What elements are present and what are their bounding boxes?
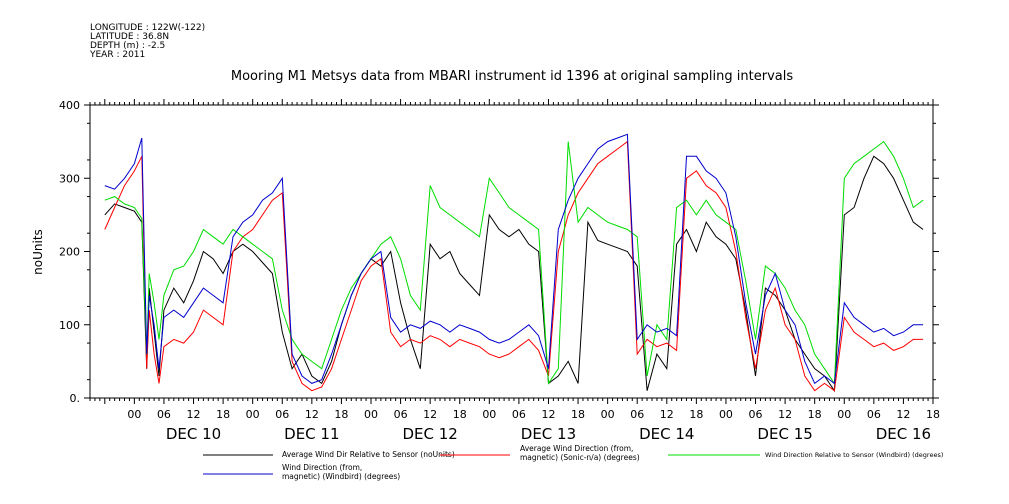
y-tick-label: 0. bbox=[70, 392, 81, 405]
meta-longitude: LONGITUDE : 122W(-122) bbox=[90, 23, 205, 33]
x-tick-label: 00 bbox=[127, 408, 141, 421]
x-day-label: DEC 14 bbox=[639, 425, 694, 443]
meta-depth: DEPTH (m) : -2.5 bbox=[90, 41, 165, 51]
legend-label-avg-wind-direction-sonic: Average Wind Direction (from, magnetic) … bbox=[520, 444, 640, 462]
y-tick-label: 400 bbox=[59, 99, 80, 112]
legend: Average Wind Dir Relative to Sensor (noU… bbox=[203, 444, 943, 481]
x-tick-label: 06 bbox=[867, 408, 881, 421]
legend-label-avg-wind-dir-relative: Average Wind Dir Relative to Sensor (noU… bbox=[282, 450, 455, 459]
x-tick-label: 00 bbox=[246, 408, 260, 421]
x-tick-label: 12 bbox=[778, 408, 792, 421]
x-tick-label: 12 bbox=[423, 408, 437, 421]
series-line-3 bbox=[104, 133, 924, 385]
x-tick-label: 18 bbox=[808, 408, 822, 421]
x-day-label: DEC 12 bbox=[402, 425, 457, 443]
series-line-2 bbox=[104, 140, 924, 385]
x-tick-label: 00 bbox=[601, 408, 615, 421]
plot-frame bbox=[89, 104, 934, 399]
x-tick-label: 06 bbox=[749, 408, 763, 421]
x-day-label: DEC 16 bbox=[876, 425, 931, 443]
x-day-label: DEC 15 bbox=[757, 425, 812, 443]
y-tick-label: 200 bbox=[59, 246, 80, 259]
x-tick-label: 18 bbox=[926, 408, 940, 421]
x-day-label: DEC 11 bbox=[284, 425, 339, 443]
x-tick-label: 06 bbox=[630, 408, 644, 421]
x-tick-label: 06 bbox=[157, 408, 171, 421]
x-tick-label: 12 bbox=[541, 408, 555, 421]
series-line-0 bbox=[104, 155, 924, 393]
x-tick-label: 06 bbox=[512, 408, 526, 421]
y-tick-label: 100 bbox=[59, 319, 80, 332]
x-tick-label: 18 bbox=[571, 408, 585, 421]
x-tick-label: 12 bbox=[896, 408, 910, 421]
x-tick-label: 00 bbox=[364, 408, 378, 421]
legend-label-wind-direction-windbird: Wind Direction (from, magnetic) (Windbir… bbox=[282, 463, 400, 481]
x-tick-label: 06 bbox=[275, 408, 289, 421]
chart-title: Mooring M1 Metsys data from MBARI instru… bbox=[231, 69, 793, 84]
y-tick-label: 300 bbox=[59, 172, 80, 185]
x-tick-label: 12 bbox=[660, 408, 674, 421]
y-axis-label: noUnits bbox=[31, 229, 45, 275]
series-line-1 bbox=[104, 140, 924, 392]
plot-area bbox=[89, 104, 934, 399]
x-tick-label: 18 bbox=[334, 408, 348, 421]
x-day-label: DEC 10 bbox=[166, 425, 221, 443]
x-tick-label: 18 bbox=[453, 408, 467, 421]
x-tick-label: 12 bbox=[305, 408, 319, 421]
x-tick-label: 18 bbox=[689, 408, 703, 421]
x-tick-label: 12 bbox=[187, 408, 201, 421]
x-tick-label: 18 bbox=[216, 408, 230, 421]
x-day-label: DEC 13 bbox=[521, 425, 576, 443]
x-tick-label: 00 bbox=[482, 408, 496, 421]
x-tick-label: 00 bbox=[719, 408, 733, 421]
x-tick-label: 06 bbox=[394, 408, 408, 421]
meta-latitude: LATITUDE : 36.8N bbox=[90, 32, 169, 42]
x-tick-label: 00 bbox=[837, 408, 851, 421]
meta-year: YEAR : 2011 bbox=[89, 50, 145, 60]
legend-label-wind-direction-relative-windbird: Wind Direction Relative to Sensor (Windb… bbox=[765, 451, 943, 459]
